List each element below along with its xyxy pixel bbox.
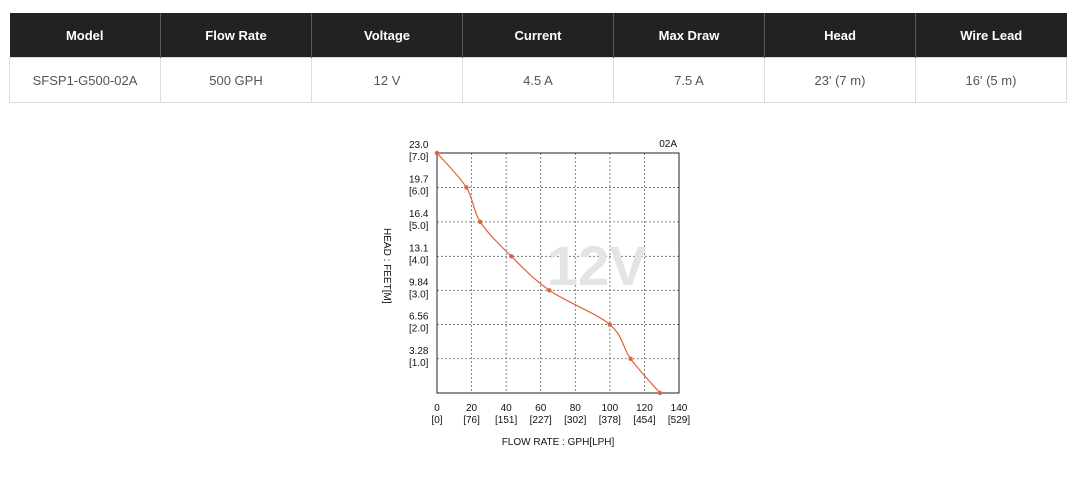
header-current: Current (462, 13, 614, 58)
data-point (628, 356, 633, 361)
y-tick-sublabel: [1.0] (409, 358, 429, 369)
x-tick-sublabel: [151] (495, 415, 517, 426)
x-tick-sublabel: [529] (668, 415, 690, 426)
cell-voltage: 12 V (311, 57, 463, 103)
x-tick-label: 120 (636, 403, 653, 414)
y-tick-sublabel: [3.0] (409, 289, 429, 300)
data-point (547, 288, 552, 293)
data-point (464, 185, 469, 190)
x-tick-sublabel: [76] (463, 415, 480, 426)
header-voltage: Voltage (311, 13, 463, 58)
y-tick-label: 3.28 (409, 346, 429, 357)
y-tick-sublabel: [6.0] (409, 186, 429, 197)
cell-model: SFSP1-G500-02A (9, 57, 161, 103)
x-tick-sublabel: [227] (530, 415, 552, 426)
x-tick-label: 20 (466, 403, 478, 414)
x-axis-label: FLOW RATE : GPH[LPH] (502, 437, 615, 448)
cell-head: 23' (7 m) (764, 57, 916, 103)
table-row: SFSP1-G500-02A 500 GPH 12 V 4.5 A 7.5 A … (9, 57, 1067, 103)
header-head: Head (764, 13, 916, 58)
y-tick-label: 13.1 (409, 243, 429, 254)
header-wire-lead: Wire Lead (915, 13, 1067, 58)
pump-curve-chart: 12V 0[0]20[76]40[151]60[227]80[302]100[3… (381, 139, 690, 448)
y-tick-label: 6.56 (409, 312, 429, 323)
x-tick-sublabel: [454] (633, 415, 655, 426)
data-point (657, 390, 663, 396)
series-points (434, 150, 663, 396)
x-tick-sublabel: [378] (599, 415, 621, 426)
data-point (509, 254, 514, 259)
x-tick-label: 40 (501, 403, 513, 414)
chart-watermark: 12V (547, 234, 647, 297)
y-tick-sublabel: [2.0] (409, 324, 429, 335)
y-tick-sublabel: [4.0] (409, 255, 429, 266)
plot-frame (436, 152, 680, 394)
cell-wire-lead: 16' (5 m) (915, 57, 1067, 103)
y-tick-label: 9.84 (409, 277, 429, 288)
x-tick-label: 140 (671, 403, 688, 414)
y-tick-sublabel: [7.0] (409, 152, 429, 163)
axis-ticks: 0[0] 20[76] 40[151] 60[227] 80[302] 100[378] 1… (409, 140, 690, 426)
chart-grid (437, 153, 679, 393)
x-tick-label: 100 (602, 403, 619, 414)
cell-flow-rate: 500 GPH (160, 57, 312, 103)
chart-corner-label: 02A (659, 139, 677, 150)
spec-header-row: Model Flow Rate Voltage Current Max Draw… (9, 13, 1067, 58)
data-point (607, 322, 613, 327)
header-flow-rate: Flow Rate (160, 13, 312, 58)
x-tick-label: 0 (434, 403, 440, 414)
series-line (436, 152, 661, 394)
y-axis-label: HEAD : FEET[M] (381, 228, 392, 304)
y-tick-label: 19.7 (409, 174, 429, 185)
y-tick-label: 16.4 (409, 209, 429, 220)
spec-table: Model Flow Rate Voltage Current Max Draw… (9, 13, 1067, 103)
cell-max-draw: 7.5 A (613, 57, 765, 103)
header-model: Model (9, 13, 161, 58)
x-tick-sublabel: [302] (564, 415, 586, 426)
y-tick-sublabel: [5.0] (409, 221, 429, 232)
x-tick-label: 60 (535, 403, 547, 414)
data-point (434, 150, 440, 156)
cell-current: 4.5 A (462, 57, 614, 103)
x-tick-sublabel: [0] (431, 415, 442, 426)
x-tick-label: 80 (570, 403, 582, 414)
y-tick-label: 23.0 (409, 140, 429, 151)
data-point (478, 219, 483, 225)
header-max-draw: Max Draw (613, 13, 765, 58)
